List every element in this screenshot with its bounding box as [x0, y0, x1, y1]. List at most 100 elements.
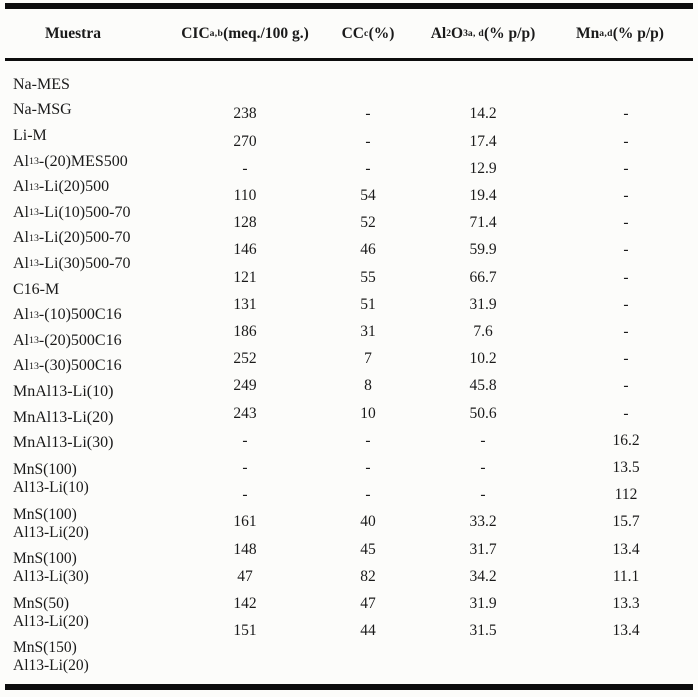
- cell-cc: -: [365, 105, 371, 123]
- cell-mn: -: [623, 132, 629, 150]
- sample-name: Al13-Li(10): [13, 478, 89, 496]
- cell-al2o3: 17.4: [469, 132, 497, 150]
- sample-name: Li-M: [13, 126, 47, 144]
- table-bottom-rule: [5, 684, 693, 690]
- table-body: Na-MES Na-MSG Li-M Al 13 -(20)MES500 Al 13 -Li(2…: [0, 61, 698, 684]
- cell-al2o3: 71.4: [469, 214, 497, 232]
- cell-cc: -: [365, 486, 371, 504]
- sample-name-block: MnAl13-Li(30): [13, 430, 698, 456]
- cell-cc: 31: [360, 322, 376, 340]
- cell-al2o3: 31.9: [469, 594, 497, 612]
- cell-mn: -: [623, 241, 629, 259]
- table-values-row: 238 - 14.2 -: [0, 101, 698, 128]
- cell-al2o3: 10.2: [469, 350, 497, 368]
- sample-name: Na-MES: [13, 75, 70, 93]
- cell-mn: 13.3: [612, 594, 640, 612]
- cell-al2o3: 59.9: [469, 241, 497, 259]
- cell-al2o3: 50.6: [469, 404, 497, 422]
- sample-name: MnS(100): [13, 505, 77, 523]
- cell-cc: 54: [360, 186, 376, 204]
- sample-name: MnAl13-Li(20): [13, 408, 114, 426]
- cell-cic: 238: [233, 105, 257, 123]
- cell-cic: 110: [233, 186, 257, 204]
- cell-cc: -: [365, 431, 371, 449]
- cell-al2o3: 33.2: [469, 513, 497, 531]
- sample-name-block: Na-MSG: [13, 98, 698, 124]
- sample-name-block: Al 13 -Li(30)500-70: [13, 251, 698, 277]
- sample-name: Al 13 -Li(20)500: [13, 178, 110, 196]
- table-values-row: 148 45 31.7 13.4: [0, 536, 698, 563]
- sample-name: Al13-Li(20): [13, 523, 89, 541]
- table-values-row: 243 10 50.6 -: [0, 400, 698, 427]
- cell-mn: 112: [614, 486, 638, 504]
- sample-name-block: Li-M: [13, 123, 698, 149]
- sample-name: Na-MSG: [13, 101, 72, 119]
- cell-cc: 55: [360, 268, 376, 286]
- cell-cc: -: [365, 132, 371, 150]
- sample-name-block: MnAl13-Li(20): [13, 405, 698, 431]
- cell-cc: 45: [360, 540, 376, 558]
- cell-mn: -: [623, 105, 629, 123]
- table-values-row: 186 31 7.6 -: [0, 318, 698, 345]
- table-values-row: 161 40 33.2 15.7: [0, 509, 698, 536]
- cell-al2o3: 66.7: [469, 268, 497, 286]
- cell-al2o3: 31.9: [469, 295, 497, 313]
- sample-name-block: Na-MES: [13, 72, 698, 98]
- cell-mn: -: [623, 295, 629, 313]
- cell-cc: 47: [360, 594, 376, 612]
- sample-name-block: Al 13 -Li(10)500-70: [13, 200, 698, 226]
- table-values-row: 47 82 34.2 11.1: [0, 563, 698, 590]
- cell-mn: 13.5: [612, 458, 640, 476]
- sample-name: MnS(50): [13, 594, 69, 612]
- sample-name-block: Al 13 -(20)MES500: [13, 149, 698, 175]
- table-values-row: 128 52 71.4 -: [0, 210, 698, 237]
- table-values-row: 151 44 31.5 13.4: [0, 618, 698, 645]
- cell-cic: 121: [233, 268, 257, 286]
- table-top-rule: [5, 3, 693, 9]
- sample-name-block: MnS(50) Al13-Li(20): [13, 590, 698, 635]
- cell-cic: 161: [233, 513, 257, 531]
- sample-name: Al 13 -(20)MES500: [13, 152, 128, 170]
- cell-al2o3: 19.4: [469, 186, 497, 204]
- cell-cic: -: [242, 431, 248, 449]
- sample-name: MnS(100): [13, 460, 77, 478]
- sample-name-block: C16-M: [13, 277, 698, 303]
- table-values-row: - - - 16.2: [0, 427, 698, 454]
- cell-mn: 15.7: [612, 513, 640, 531]
- cell-cic: 249: [233, 377, 257, 395]
- cell-cc: -: [365, 159, 371, 177]
- sample-name: MnAl13-Li(30): [13, 434, 114, 452]
- sample-name: MnS(150): [13, 639, 77, 657]
- cell-cic: 142: [233, 594, 257, 612]
- cell-mn: -: [623, 268, 629, 286]
- sample-name-block: MnS(100) Al13-Li(30): [13, 545, 698, 590]
- sample-name-block: Al 13 -(30)500C16: [13, 354, 698, 380]
- cell-cc: 7: [364, 350, 372, 368]
- sample-name-block: MnS(100) Al13-Li(20): [13, 501, 698, 546]
- table-header-row: Muestra CIC a,b (meq./100 g.) CC c (%) Al 2…: [0, 9, 698, 58]
- sample-name: Al13-Li(30): [13, 568, 89, 586]
- cell-cic: -: [242, 486, 248, 504]
- cell-mn: -: [623, 322, 629, 340]
- cell-cic: -: [242, 458, 248, 476]
- cell-cic: 131: [233, 295, 257, 313]
- cell-al2o3: 45.8: [469, 377, 497, 395]
- cell-cc: 52: [360, 214, 376, 232]
- sample-name-block: MnAl13-Li(10): [13, 379, 698, 405]
- sample-name-block: Al 13 -Li(20)500: [13, 174, 698, 200]
- cell-mn: 16.2: [612, 431, 640, 449]
- cell-cic: 186: [233, 322, 257, 340]
- cell-cc: 10: [360, 404, 376, 422]
- table-values-row: 131 51 31.9 -: [0, 291, 698, 318]
- cell-cc: 40: [360, 513, 376, 531]
- cell-al2o3: 31.7: [469, 540, 497, 558]
- table-values-row: 121 55 66.7 -: [0, 264, 698, 291]
- cell-cic: 128: [233, 214, 257, 232]
- sample-name-block: Al 13 -Li(20)500-70: [13, 226, 698, 252]
- cell-cic: 252: [233, 350, 257, 368]
- table-values-row: 146 46 59.9 -: [0, 237, 698, 264]
- header-divider-rule: [5, 58, 693, 61]
- sample-name: Al13-Li(20): [13, 657, 89, 675]
- sample-name: Al 13 -Li(20)500-70: [13, 229, 131, 247]
